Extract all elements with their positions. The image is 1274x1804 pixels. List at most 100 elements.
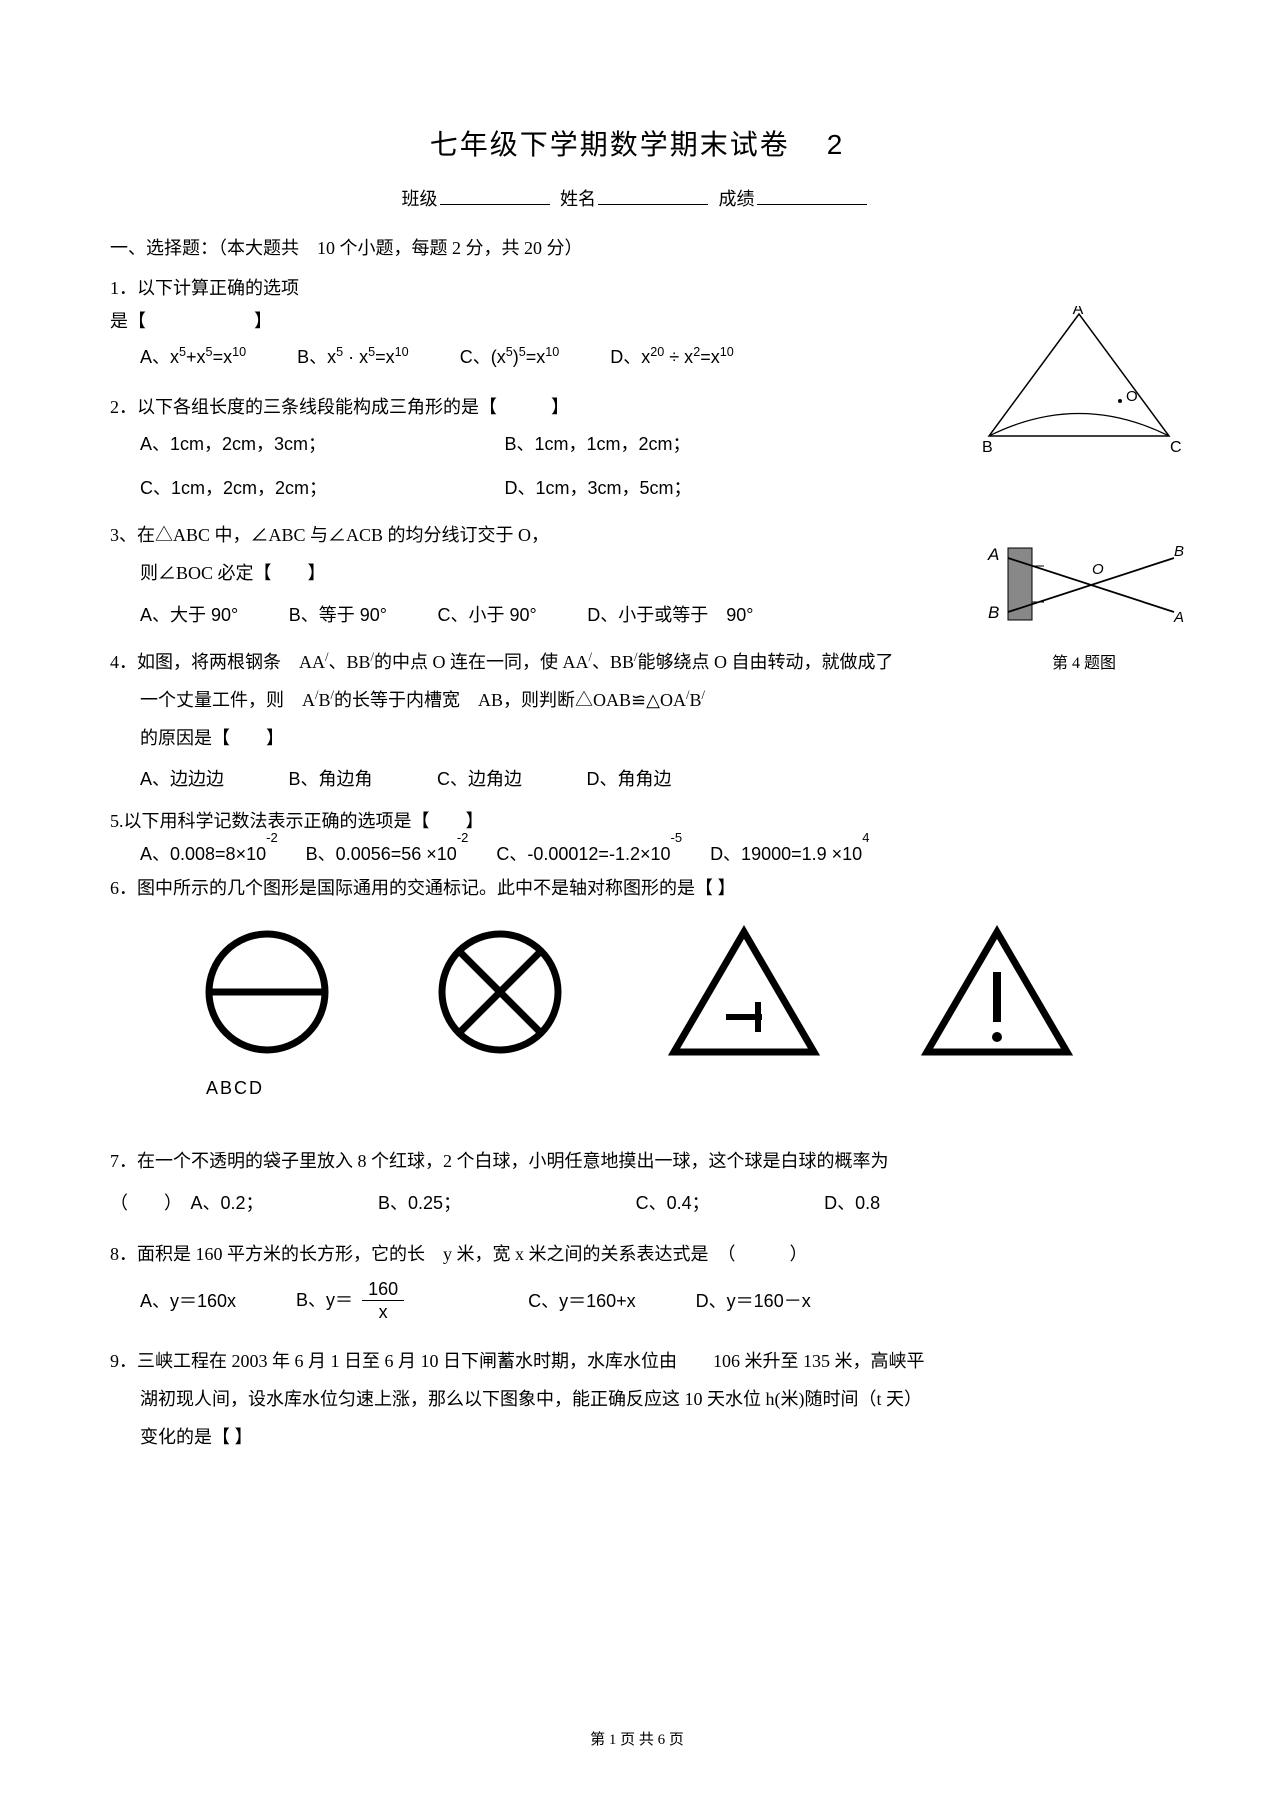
page-footer: 第 1 页 共 6 页 (0, 1727, 1274, 1754)
svg-text:B': B' (1174, 543, 1184, 560)
q6-stem: 6．图中所示的几个图形是国际通用的交通标记。此中不是轴对称图形的是【 】 (110, 872, 1164, 904)
score-blank[interactable] (757, 186, 867, 206)
q5A: A、0.008=8×10 (140, 844, 266, 864)
q4-l2a: 一个丈量工件，则 A (140, 690, 315, 710)
q4-line2: 一个丈量工件，则 A/B/的长等于内槽宽 AB，则判断△OAB≌△OA/B/ (140, 684, 1164, 716)
q8-opt-A[interactable]: A、y＝160x (140, 1285, 236, 1317)
tri-label-A: A (1073, 306, 1084, 318)
q8-options: A、y＝160x B、y＝ 160 x C、y＝160+x D、y＝160－x (140, 1280, 1164, 1323)
q4-l2b: B (319, 690, 331, 710)
q5D: D、19000=1.9 ×10 (710, 844, 862, 864)
q5-opt-C[interactable]: C、-0.00012=-1.2×10-5 (496, 838, 682, 870)
score-label: 成绩 (719, 189, 755, 209)
q1-opt-B[interactable]: B、x5 · x5=x10 (297, 341, 409, 373)
q5Dexp: 4 (862, 830, 869, 845)
q3-opt-C[interactable]: C、小于 90° (437, 599, 536, 631)
q4-opt-B[interactable]: B、角边角 (289, 763, 373, 795)
q4-l1a: 4．如图，将两根钢条 AA (110, 652, 325, 672)
q7-opt-C[interactable]: C、0.4； (636, 1187, 710, 1219)
q1-opt-C[interactable]: C、(x5)5=x10 (460, 341, 560, 373)
question-5: 5.以下用科学记数法表示正确的选项是【 】 A、0.008=8×10-2 B、0… (110, 805, 1164, 870)
title-text: 七年级下学期数学期末试卷 (430, 130, 790, 161)
q2-opts-row1: A、1cm，2cm，3cm； B、1cm，1cm，2cm； (140, 428, 1164, 460)
title-number: 2 (827, 129, 845, 160)
q4-svg: A B B' A' O (984, 530, 1184, 640)
name-label: 姓名 (560, 189, 596, 209)
class-label: 班级 (402, 189, 438, 209)
q7-opt-B[interactable]: B、0.25； (378, 1187, 461, 1219)
traffic-signs-row (150, 922, 1124, 1062)
question-7: 7．在一个不透明的袋子里放入 8 个红球，2 个白球，小明任意地摸出一球，这个球… (110, 1145, 1164, 1220)
info-row: 班级 姓名 成绩 (110, 183, 1164, 215)
q1-A-pre: A、x (140, 347, 179, 367)
q4-options: A、边边边 B、角边角 C、边角边 D、角角边 (140, 763, 1164, 795)
q2-opts-row2: C、1cm，2cm，2cm； D、1cm，3cm，5cm； (140, 472, 1164, 504)
svg-text:O: O (1092, 561, 1104, 578)
q6-abcd: ABCD (206, 1072, 1164, 1104)
tri-label-C: C (1170, 439, 1182, 456)
class-blank[interactable] (440, 186, 550, 206)
q2-opt-B[interactable]: B、1cm，1cm，2cm； (505, 428, 865, 460)
q4-l1c: 的中点 O 连在一同，使 AA (374, 652, 589, 672)
q9-l2: 湖初现人间，设水库水位匀速上涨，那么以下图象中，能正确反应这 10 天水位 h(… (140, 1383, 1164, 1415)
q8-B-pre: B、y＝ (296, 1290, 353, 1310)
q9-l3: 变化的是【 】 (140, 1421, 1164, 1453)
q4-opt-A[interactable]: A、边边边 (140, 763, 224, 795)
q8-opt-B[interactable]: B、y＝ 160 x (296, 1280, 408, 1323)
q1-B-pre: B、x (297, 347, 336, 367)
name-blank[interactable] (598, 186, 708, 206)
q8-opt-D[interactable]: D、y＝160－x (696, 1285, 811, 1317)
q1-stem-a: 1．以下计算正确的选项 (110, 272, 1164, 304)
q1-opt-A[interactable]: A、x5+x5=x10 (140, 341, 246, 373)
q3-opt-A[interactable]: A、大于 90° (140, 599, 238, 631)
question-8: 8．面积是 160 平方米的长方形，它的长 y 米，宽 x 米之间的关系表达式是… (110, 1238, 1164, 1323)
q2-stem: 2．以下各组长度的三条线段能构成三角形的是【 】 (110, 391, 1164, 423)
q1-C-pre: C、(x (460, 347, 506, 367)
q8-stem: 8．面积是 160 平方米的长方形，它的长 y 米，宽 x 米之间的关系表达式是… (110, 1238, 1164, 1270)
q7-paren: （ ） (110, 1193, 182, 1213)
sign-A-icon (197, 922, 337, 1062)
q8-B-num: 160 (362, 1280, 404, 1301)
q5-opt-D[interactable]: D、19000=1.9 ×104 (710, 838, 869, 870)
q5Cexp: -5 (671, 830, 683, 845)
q4-opt-D[interactable]: D、角角边 (587, 763, 672, 795)
q2-opt-A[interactable]: A、1cm，2cm，3cm； (140, 428, 500, 460)
svg-text:A: A (987, 545, 999, 564)
page-title: 七年级下学期数学期末试卷 2 (110, 120, 1164, 171)
q8-opt-C[interactable]: C、y＝160+x (528, 1285, 636, 1317)
q5B: B、0.0056=56 ×10 (306, 844, 457, 864)
q5-options: A、0.008=8×10-2 B、0.0056=56 ×10-2 C、-0.00… (140, 838, 1164, 870)
q7-opt-A[interactable]: A、0.2； (191, 1187, 264, 1219)
q1-opt-D[interactable]: D、x20 ÷ x2=x10 (610, 341, 733, 373)
sign-C-icon (664, 922, 824, 1062)
q5Bexp: -2 (457, 830, 469, 845)
fraction-icon: 160 x (362, 1280, 404, 1323)
q4-opt-C[interactable]: C、边角边 (437, 763, 522, 795)
q7-stem: 7．在一个不透明的袋子里放入 8 个红球，2 个白球，小明任意地摸出一球，这个球… (110, 1145, 1164, 1177)
q4-l2c: 的长等于内槽宽 AB，则判断△OAB≌△OA (334, 690, 686, 710)
q5-opt-B[interactable]: B、0.0056=56 ×10-2 (306, 838, 469, 870)
q4-l1b: 、BB (329, 652, 371, 672)
question-2: 2．以下各组长度的三条线段能构成三角形的是【 】 A、1cm，2cm，3cm； … (110, 391, 1164, 504)
q4-l2d: B (689, 690, 701, 710)
q7-opt-D[interactable]: D、0.8 (824, 1187, 880, 1219)
q4-line1: 4．如图，将两根钢条 AA/、BB/的中点 O 连在一同，使 AA/、BB/能够… (110, 646, 1164, 678)
question-9: 9．三峡工程在 2003 年 6 月 1 日至 6 月 10 日下闸蓄水时期，水… (110, 1345, 1164, 1454)
question-6: 6．图中所示的几个图形是国际通用的交通标记。此中不是轴对称图形的是【 】 ABC… (110, 872, 1164, 1105)
q5-opt-A[interactable]: A、0.008=8×10-2 (140, 838, 278, 870)
q4-l1e: 能够绕点 O 自由转动，就做成了 (638, 652, 894, 672)
question-4: 4．如图，将两根钢条 AA/、BB/的中点 O 连在一同，使 AA/、BB/能够… (110, 646, 1164, 796)
q8-B-den: x (362, 1301, 404, 1323)
q1-D-pre: D、x (610, 347, 650, 367)
q5Aexp: -2 (266, 830, 278, 845)
q3-opt-B[interactable]: B、等于 90° (289, 599, 387, 631)
q4-l1d: 、BB (592, 652, 634, 672)
sign-B-icon (430, 922, 570, 1062)
svg-text:B: B (988, 603, 999, 622)
section-1-heading: 一、选择题：（本大题共 10 个小题，每题 2 分，共 20 分） (110, 232, 1164, 264)
q2-opt-D[interactable]: D、1cm，3cm，5cm； (505, 472, 865, 504)
q2-opt-C[interactable]: C、1cm，2cm，2cm； (140, 472, 500, 504)
svg-text:A': A' (1173, 609, 1184, 626)
q9-l1: 9．三峡工程在 2003 年 6 月 1 日至 6 月 10 日下闸蓄水时期，水… (110, 1345, 1164, 1377)
q3-opt-D[interactable]: D、小于或等于 90° (587, 599, 753, 631)
